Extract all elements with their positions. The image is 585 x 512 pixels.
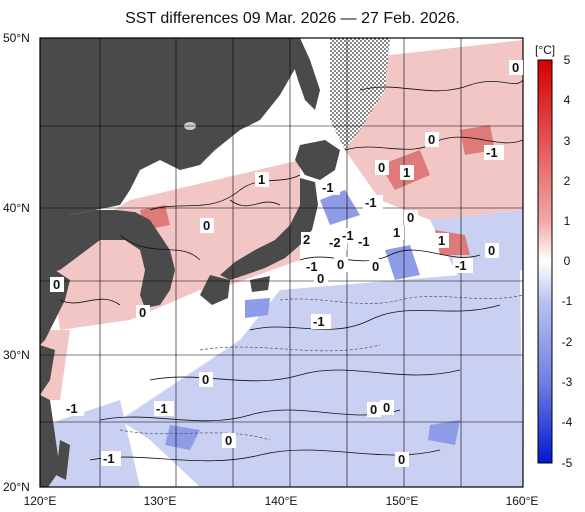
contour-label: 0 [199, 372, 213, 387]
colorbar-unit: [°C] [535, 43, 555, 57]
longitude-labels: 120°E 130°E 140°E 150°E 160°E [24, 494, 539, 508]
svg-text:2: 2 [303, 232, 310, 247]
svg-text:1: 1 [258, 172, 265, 187]
svg-text:-1: -1 [156, 401, 168, 416]
latitude-labels: 50°N 40°N 30°N 20°N [3, 31, 30, 494]
lat-label-30n: 30°N [3, 348, 30, 362]
contour-label: 0 [367, 402, 381, 417]
contour-label: -1 [304, 259, 324, 274]
contour-label: 0 [509, 60, 523, 75]
svg-text:0: 0 [370, 402, 377, 417]
contour-label: 2 [301, 232, 315, 247]
colorbar-tick: -3 [562, 375, 573, 389]
colorbar-tick: 5 [564, 53, 571, 67]
svg-text:0: 0 [202, 372, 209, 387]
svg-text:-1: -1 [358, 234, 370, 249]
svg-text:1: 1 [393, 225, 400, 240]
contour-label: 0 [369, 259, 383, 274]
contour-label: 0 [136, 305, 150, 320]
contour-lines [59, 79, 523, 462]
contour-label: 0 [380, 400, 394, 415]
colorbar-scale [537, 59, 553, 464]
colorbar-tick: -1 [562, 294, 573, 308]
colorbar-tick: -5 [562, 456, 573, 470]
svg-text:0: 0 [407, 210, 414, 225]
contour-label: -1 [311, 314, 331, 329]
contour-label: -1 [363, 195, 383, 210]
contour-label: 1 [255, 172, 269, 187]
lat-label-40n: 40°N [3, 201, 30, 215]
contour-label: 0 [395, 452, 409, 467]
lon-label-160e: 160°E [506, 494, 539, 508]
svg-text:0: 0 [398, 452, 405, 467]
contour-label: -1 [154, 401, 174, 416]
svg-text:-1: -1 [313, 314, 325, 329]
contour-label: -1 [356, 234, 376, 249]
svg-text:0: 0 [512, 60, 519, 75]
svg-text:-1: -1 [66, 401, 78, 416]
contour-label: 0 [425, 132, 439, 147]
map-title: SST differences 09 Mar. 2026 — 27 Feb. 2… [125, 10, 460, 27]
svg-text:0: 0 [139, 305, 146, 320]
map-frame [39, 37, 524, 488]
svg-text:-1: -1 [306, 259, 318, 274]
land-masses [40, 38, 340, 487]
lat-label-20n: 20°N [3, 480, 30, 494]
colorbar: [°C] 5 4 3 2 1 0 -1 -2 -3 -4 -5 [535, 43, 573, 470]
contour-label: 0 [222, 433, 236, 448]
lon-label-150e: 150°E [386, 494, 419, 508]
svg-text:0: 0 [337, 257, 344, 272]
svg-text:0: 0 [53, 277, 60, 292]
contour-label: -1 [484, 145, 504, 160]
svg-text:0: 0 [317, 271, 324, 286]
svg-text:0: 0 [225, 433, 232, 448]
svg-text:0: 0 [203, 218, 210, 233]
colorbar-tick: -4 [562, 415, 573, 429]
colorbar-tick: 0 [564, 254, 571, 268]
contour-label: 0 [314, 271, 328, 286]
svg-text:-1: -1 [322, 180, 334, 195]
svg-text:1: 1 [438, 233, 445, 248]
colorbar-tick: 2 [564, 174, 571, 188]
contour-label: 0 [200, 218, 214, 233]
contour-label: -1 [320, 180, 340, 195]
svg-text:-1: -1 [486, 145, 498, 160]
contour-label: -1 [64, 401, 84, 416]
contour-label: 0 [375, 160, 389, 175]
colorbar-tick: 1 [564, 214, 571, 228]
contour-label: 0 [404, 210, 418, 225]
svg-text:-1: -1 [103, 451, 115, 466]
contour-label: 0 [485, 243, 499, 258]
strong-cold-patches [165, 190, 460, 450]
colorbar-tick: -2 [562, 335, 573, 349]
svg-text:-1: -1 [455, 258, 467, 273]
contour-label: 1 [390, 225, 404, 240]
svg-text:-1: -1 [365, 195, 377, 210]
svg-text:0: 0 [378, 160, 385, 175]
contour-value-labels: 0 0 0 -1 -1 1 1 -1 0 1 0 2 -2 -1 -1 1 0 … [50, 60, 523, 467]
lon-label-120e: 120°E [24, 494, 57, 508]
svg-text:0: 0 [383, 400, 390, 415]
lat-label-50n: 50°N [3, 31, 30, 45]
contour-label: -1 [101, 451, 121, 466]
lon-label-140e: 140°E [265, 494, 298, 508]
svg-text:0: 0 [488, 243, 495, 258]
sea-ice-area [330, 38, 390, 150]
contour-label: 1 [435, 233, 449, 248]
contour-label: -1 [340, 228, 360, 243]
colorbar-tick: 4 [564, 93, 571, 107]
svg-text:-1: -1 [342, 228, 354, 243]
svg-text:-2: -2 [329, 235, 341, 250]
map-area [40, 38, 523, 487]
colorbar-tick: 3 [564, 134, 571, 148]
contour-label: -1 [453, 258, 473, 273]
lon-label-130e: 130°E [144, 494, 177, 508]
contour-label: 0 [50, 277, 64, 292]
contour-label: 1 [400, 165, 414, 180]
svg-text:0: 0 [372, 259, 379, 274]
svg-text:0: 0 [428, 132, 435, 147]
svg-text:1: 1 [403, 165, 410, 180]
contour-label: 0 [334, 257, 348, 272]
